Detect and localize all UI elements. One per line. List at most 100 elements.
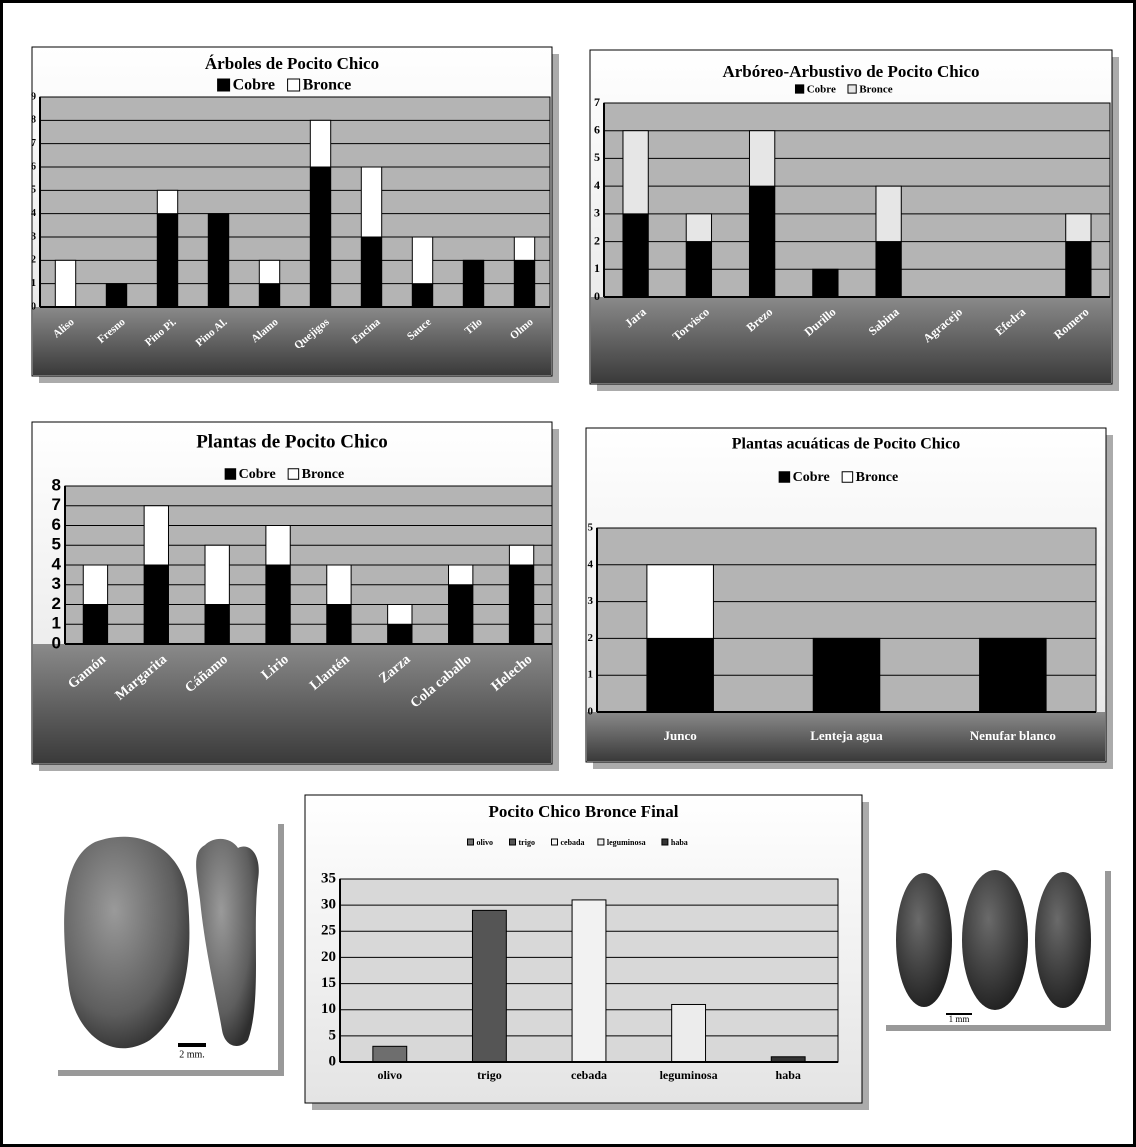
bar — [471, 909, 507, 1063]
category-band — [587, 712, 1105, 761]
legend-swatch — [224, 468, 237, 480]
bar-segment — [812, 637, 881, 713]
legend-label: leguminosa — [607, 838, 646, 847]
y-tick-label: 3 — [52, 574, 61, 593]
y-tick-label: 5 — [594, 150, 600, 164]
y-tick-label: 0 — [31, 301, 36, 312]
legend-swatch — [794, 84, 805, 94]
y-tick-label: 9 — [31, 91, 36, 102]
y-tick-label: 5 — [329, 1027, 337, 1043]
bar-segment — [685, 241, 713, 298]
bar-segment — [812, 268, 839, 298]
bar-segment — [1065, 241, 1092, 298]
y-tick-label: 1 — [52, 614, 61, 633]
legend-swatch — [841, 471, 854, 483]
y-tick-label: 4 — [588, 558, 594, 570]
bar-segment — [622, 130, 649, 215]
legend-label: Bronce — [303, 77, 352, 94]
bar-segment — [360, 166, 383, 238]
legend-swatch — [551, 838, 558, 846]
y-tick-label: 3 — [588, 595, 594, 607]
bar-segment — [875, 185, 902, 243]
legend-label: Bronce — [859, 84, 893, 96]
y-tick-label: 20 — [321, 949, 336, 965]
y-tick-label: 1 — [588, 669, 594, 681]
legend-swatch — [847, 84, 857, 94]
bar-segment — [204, 604, 230, 645]
y-tick-label: 4 — [31, 208, 36, 219]
bar — [671, 1003, 707, 1063]
bar-segment — [309, 119, 332, 168]
bar-segment — [258, 283, 281, 308]
legend-swatch — [597, 838, 605, 846]
chart: Pocito Chico Bronce Final olivo trigo cebad… — [304, 794, 869, 1110]
legend-label: Cobre — [793, 470, 830, 485]
y-tick-label: 35 — [321, 870, 336, 886]
scale-label: 2 mm. — [179, 1049, 205, 1060]
bar-segment — [462, 259, 485, 308]
x-tick-label: haba — [776, 1068, 801, 1082]
category-band — [33, 307, 551, 375]
bar-segment — [143, 564, 169, 645]
category-band — [591, 297, 1111, 383]
bar-segment — [748, 185, 776, 298]
legend-swatch — [217, 78, 231, 92]
legend-label: Cobre — [233, 77, 275, 94]
bar-segment — [265, 525, 291, 566]
y-tick-label: 7 — [52, 495, 61, 514]
y-tick-label: 0 — [52, 633, 61, 652]
bar-segment — [207, 213, 230, 308]
x-tick-label: cebada — [571, 1068, 607, 1082]
legend-label: Bronce — [302, 467, 345, 482]
plot-area — [603, 102, 1111, 298]
bar-segment — [646, 564, 714, 639]
bar-segment — [875, 241, 902, 298]
bar-segment — [265, 564, 291, 645]
bar-segment — [156, 213, 179, 308]
bar-segment — [411, 283, 434, 308]
scale-label: 1 mm — [949, 1014, 970, 1024]
chart: Árboles de Pocito Chico Cobre Bronce 0 1 2 3 4 5… — [31, 46, 559, 383]
bar-segment — [513, 259, 536, 308]
y-tick-label: 0 — [594, 289, 600, 303]
x-tick-label: Junco — [664, 728, 697, 743]
y-tick-label: 6 — [31, 161, 36, 172]
chart: Plantas de Pocito Chico Cobre Bronce 012345… — [31, 421, 559, 771]
bar-segment — [508, 564, 535, 645]
y-tick-label: 6 — [52, 515, 61, 534]
bar — [372, 1045, 408, 1063]
chart-title: Árboles de Pocito Chico — [205, 54, 379, 73]
legend-swatch — [509, 838, 516, 846]
y-tick-label: 8 — [31, 115, 36, 126]
y-tick-label: 2 — [594, 233, 600, 247]
category-band — [33, 644, 551, 763]
y-tick-label: 5 — [52, 535, 61, 554]
y-tick-label: 1 — [31, 278, 36, 289]
legend-label: Cobre — [807, 84, 836, 96]
y-tick-label: 6 — [594, 122, 600, 136]
bar-segment — [204, 544, 230, 605]
bar-segment — [513, 236, 536, 261]
legend-label: haba — [671, 838, 688, 847]
y-tick-label: 2 — [52, 594, 61, 613]
y-tick-label: 2 — [31, 255, 36, 266]
legend-label: Bronce — [856, 470, 899, 485]
photo-panel — [52, 818, 284, 1076]
y-tick-label: 3 — [594, 206, 600, 220]
bar-segment — [979, 637, 1047, 713]
chart-title: Plantas de Pocito Chico — [196, 431, 388, 452]
bar-segment — [448, 584, 474, 645]
y-tick-label: 1 — [594, 261, 600, 275]
bar-segment — [748, 130, 776, 187]
y-tick-label: 0 — [588, 706, 594, 718]
y-tick-label: 0 — [329, 1053, 337, 1069]
bar-segment — [143, 505, 169, 566]
bar-segment — [448, 564, 474, 586]
bar-segment — [387, 623, 413, 645]
legend-label: olivo — [477, 838, 493, 847]
bar-segment — [387, 604, 413, 625]
chart-title: Plantas acuáticas de Pocito Chico — [732, 436, 960, 453]
x-tick-label: trigo — [477, 1068, 502, 1082]
bar-segment — [258, 259, 281, 285]
